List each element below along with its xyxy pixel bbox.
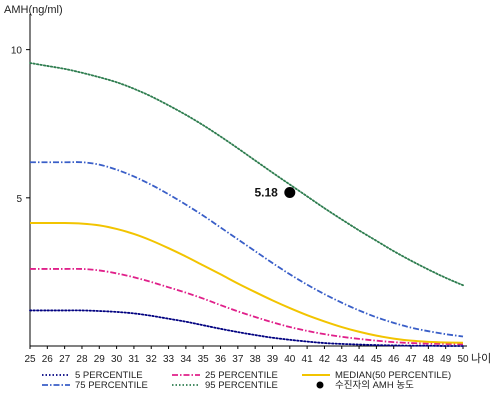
legend-label-25-percentile: 25 PERCENTILE bbox=[205, 370, 278, 381]
x-tick-label: 30 bbox=[111, 354, 123, 365]
x-tick-label: 35 bbox=[198, 354, 210, 365]
chart-legend: 5 PERCENTILE 25 PERCENTILE MEDIAN(50 PERCE… bbox=[42, 370, 451, 391]
x-tick-label: 27 bbox=[59, 354, 71, 365]
x-tick-label: 47 bbox=[405, 354, 417, 365]
x-tick-label: 37 bbox=[232, 354, 244, 365]
x-tick-label: 33 bbox=[163, 354, 175, 365]
x-tick-label: 29 bbox=[94, 354, 106, 365]
x-tick-label: 48 bbox=[423, 354, 435, 365]
x-tick-label: 38 bbox=[250, 354, 262, 365]
patient-amh-value-label: 5.18 bbox=[254, 185, 278, 199]
x-tick-label: 42 bbox=[319, 354, 331, 365]
x-tick-label: 39 bbox=[267, 354, 279, 365]
legend-label-75-percentile: 75 PERCENTILE bbox=[75, 380, 148, 391]
x-tick-label: 45 bbox=[371, 354, 383, 365]
x-tick-label: 32 bbox=[146, 354, 158, 365]
x-tick-label: 46 bbox=[388, 354, 400, 365]
legend-label-95-percentile: 95 PERCENTILE bbox=[205, 380, 278, 391]
chart-axes: 5 10 25 26 27 28 29 30 31 32 33 34 35 36 37 38 39 40 41 42 4… bbox=[4, 4, 491, 365]
y-axis-title: AMH(ng/ml) bbox=[4, 4, 63, 16]
y-tick-label: 10 bbox=[11, 46, 23, 57]
x-tick-label: 43 bbox=[336, 354, 348, 365]
x-tick-label: 44 bbox=[354, 354, 366, 365]
series-line-5-percentile bbox=[29, 309, 464, 347]
annotation-layer: 5.18 bbox=[254, 185, 296, 199]
x-tick-label: 36 bbox=[215, 354, 227, 365]
y-tick-label: 5 bbox=[16, 194, 22, 205]
legend-label-median-50-percentile: MEDIAN(50 PERCENTILE) bbox=[335, 370, 451, 381]
series-line-75-percentile bbox=[30, 161, 464, 338]
legend-swatch-patient bbox=[316, 381, 324, 389]
x-tick-label: 49 bbox=[440, 354, 452, 365]
series-layer bbox=[29, 62, 464, 347]
x-axis-title: 나이 bbox=[471, 352, 491, 365]
legend-label-patient: 수진자의 AMH 농도 bbox=[335, 380, 414, 391]
series-line-25-percentile bbox=[29, 267, 464, 346]
patient-amh-point bbox=[284, 186, 296, 198]
x-tick-label: 40 bbox=[284, 354, 296, 365]
x-tick-label: 50 bbox=[457, 354, 469, 365]
series-line-median-50-percentile bbox=[29, 221, 464, 344]
x-tick-label: 41 bbox=[302, 354, 314, 365]
x-tick-label: 26 bbox=[42, 354, 54, 365]
x-tick-label: 34 bbox=[180, 354, 192, 365]
series-line-95-percentile bbox=[29, 62, 464, 287]
x-tick-label: 28 bbox=[76, 354, 88, 365]
x-tick-label: 25 bbox=[24, 354, 36, 365]
legend-label-5-percentile: 5 PERCENTILE bbox=[75, 370, 143, 381]
x-tick-label: 31 bbox=[128, 354, 140, 365]
